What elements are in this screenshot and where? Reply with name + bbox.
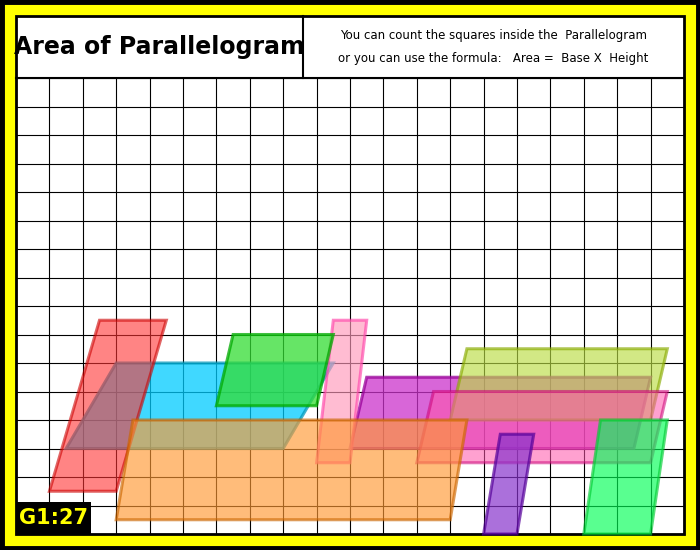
Text: or you can use the formula:   Area =  Base X  Height: or you can use the formula: Area = Base … <box>338 52 649 65</box>
Polygon shape <box>116 420 467 520</box>
Polygon shape <box>350 377 650 448</box>
Bar <box>16 502 91 534</box>
Polygon shape <box>484 434 533 534</box>
Polygon shape <box>216 334 333 406</box>
Text: Area of Parallelogram: Area of Parallelogram <box>14 35 305 59</box>
Polygon shape <box>50 320 167 491</box>
Polygon shape <box>66 363 333 448</box>
Polygon shape <box>416 392 667 463</box>
Text: You can count the squares inside the  Parallelogram: You can count the squares inside the Par… <box>340 29 647 42</box>
Text: G1:27: G1:27 <box>19 508 88 528</box>
Polygon shape <box>584 420 667 534</box>
Polygon shape <box>316 320 367 463</box>
Polygon shape <box>450 349 667 420</box>
